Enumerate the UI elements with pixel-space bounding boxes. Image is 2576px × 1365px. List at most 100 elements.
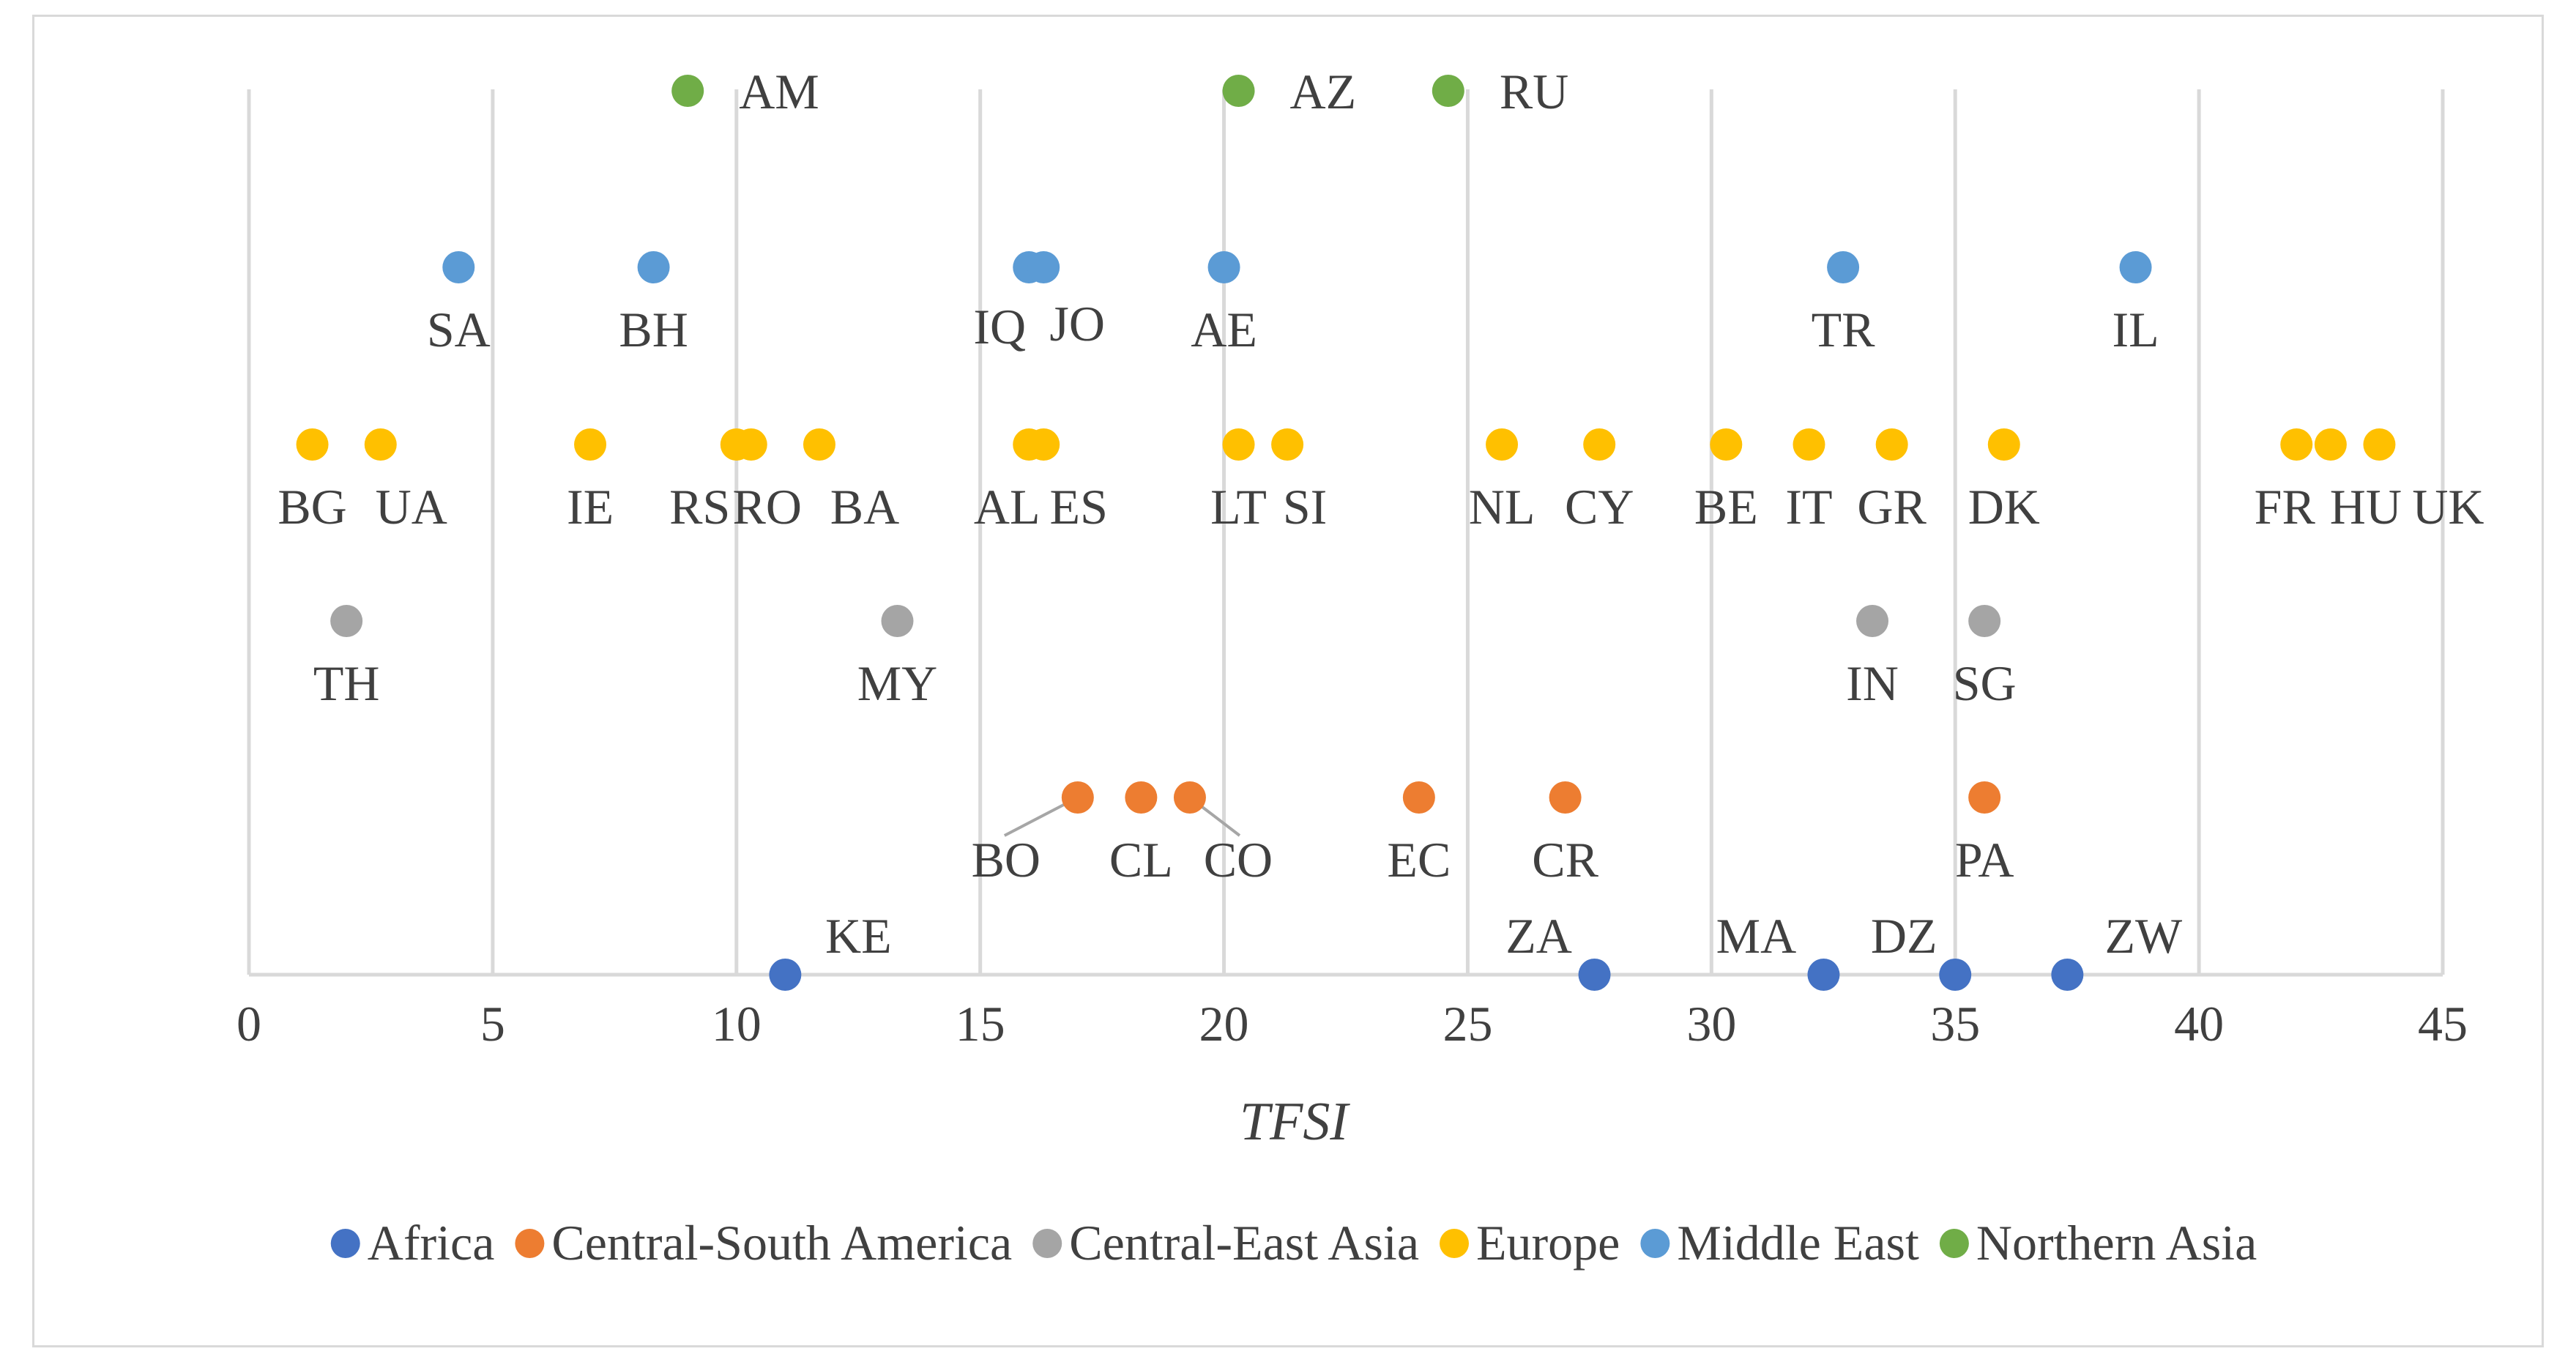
data-points	[296, 75, 2396, 991]
point-label-za: ZA	[1505, 908, 1572, 964]
legend-label: Africa	[368, 1215, 495, 1271]
legend-marker	[1640, 1229, 1670, 1258]
point-label-hu: HU	[2330, 479, 2402, 535]
point-ec	[1402, 781, 1435, 814]
point-labels: KE ZA MA DZ ZW BO CL CO EC CR PA TH MY IN SG BG UA IE RS RO…	[278, 64, 2484, 964]
point-pa	[1968, 781, 2001, 814]
point-label-jo: JO	[1049, 296, 1105, 352]
x-axis: 0 5 10 15 20 25 30 35 40 45	[237, 972, 2468, 1052]
point-ke	[769, 959, 802, 991]
point-label-lt: LT	[1210, 479, 1267, 535]
x-tick-label-10: 10	[712, 996, 762, 1052]
legend-marker	[515, 1229, 545, 1258]
legend-label: Europe	[1476, 1215, 1620, 1271]
point-dz	[1939, 959, 1972, 991]
chart-frame	[32, 15, 2544, 1347]
point-label-ua: UA	[376, 479, 447, 535]
point-az	[1222, 75, 1255, 107]
point-cl	[1125, 781, 1158, 814]
point-tr	[1827, 251, 1860, 283]
point-label-cy: CY	[1565, 479, 1634, 535]
point-label-am: AM	[739, 64, 819, 119]
point-label-zw: ZW	[2104, 908, 2183, 964]
point-dk	[1987, 428, 2020, 461]
point-in	[1856, 605, 1889, 637]
point-label-sa: SA	[427, 302, 491, 357]
point-label-si: SI	[1283, 479, 1327, 535]
x-tick-label-25: 25	[1443, 996, 1492, 1052]
legend-label: Central-East Asia	[1069, 1215, 1419, 1271]
point-label-dk: DK	[1968, 479, 2040, 535]
legend-label: Northern Asia	[1976, 1215, 2257, 1271]
point-ma	[1807, 959, 1840, 991]
point-label-uk: UK	[2412, 479, 2484, 535]
point-label-th: TH	[313, 655, 380, 711]
point-label-iq: IQ	[973, 299, 1026, 354]
point-ru	[1432, 75, 1464, 107]
legend: Africa Central-South America Central-East …	[330, 1215, 2257, 1271]
x-tick-label-40: 40	[2174, 996, 2224, 1052]
point-label-ro: RO	[733, 479, 802, 535]
point-label-sg: SG	[1953, 655, 2017, 711]
point-be	[1710, 428, 1743, 461]
point-label-ae: AE	[1191, 302, 1257, 357]
point-il	[2119, 251, 2152, 283]
point-label-be: BE	[1694, 479, 1758, 535]
legend-marker	[330, 1229, 360, 1258]
point-label-cr: CR	[1532, 832, 1598, 888]
point-am	[671, 75, 704, 107]
point-label-az: AZ	[1290, 64, 1357, 119]
point-fr	[2280, 428, 2313, 461]
point-uk	[2363, 428, 2396, 461]
point-label-ru: RU	[1500, 64, 1568, 119]
legend-label: Middle East	[1677, 1215, 1919, 1271]
point-ua	[364, 428, 397, 461]
point-label-in: IN	[1846, 655, 1899, 711]
point-label-my: MY	[857, 655, 938, 711]
point-label-pa: PA	[1955, 832, 2014, 888]
point-bg	[296, 428, 329, 461]
point-label-tr: TR	[1812, 302, 1876, 357]
x-tick-label-0: 0	[237, 996, 261, 1052]
point-label-bg: BG	[278, 479, 346, 535]
point-bh	[637, 251, 670, 283]
legend-item-northern-asia: Northern Asia	[1939, 1215, 2257, 1271]
point-label-rs: RS	[669, 479, 730, 535]
point-label-bo: BO	[972, 832, 1041, 888]
x-tick-label-35: 35	[1930, 996, 1980, 1052]
point-ie	[574, 428, 607, 461]
x-tick-label-45: 45	[2418, 996, 2468, 1052]
point-label-ke: KE	[825, 908, 892, 964]
legend-marker	[1032, 1229, 1062, 1258]
legend-item-middle-east: Middle East	[1640, 1215, 1919, 1271]
gridlines	[247, 89, 2445, 975]
legend-label: Central-South America	[551, 1215, 1012, 1271]
point-co	[1173, 781, 1206, 814]
point-zw	[2051, 959, 2084, 991]
point-hu	[2314, 428, 2347, 461]
point-label-es: ES	[1050, 479, 1108, 535]
point-si	[1271, 428, 1304, 461]
legend-marker	[1440, 1229, 1469, 1258]
x-tick-label-5: 5	[480, 996, 505, 1052]
point-label-nl: NL	[1469, 479, 1535, 535]
point-bo	[1061, 781, 1094, 814]
point-label-it: IT	[1785, 479, 1832, 535]
x-axis-title: TFSI	[1240, 1092, 1350, 1152]
point-it	[1793, 428, 1825, 461]
point-ba	[803, 428, 835, 461]
point-label-ba: BA	[830, 479, 899, 535]
legend-item-europe: Europe	[1440, 1215, 1620, 1271]
point-label-il: IL	[2112, 302, 2159, 357]
point-label-dz: DZ	[1871, 908, 1937, 964]
point-th	[330, 605, 363, 637]
point-za	[1578, 959, 1611, 991]
legend-item-africa: Africa	[330, 1215, 495, 1271]
point-label-gr: GR	[1857, 479, 1927, 535]
x-tick-label-15: 15	[956, 996, 1005, 1052]
point-label-co: CO	[1204, 832, 1273, 888]
point-cr	[1549, 781, 1582, 814]
point-lt	[1222, 428, 1255, 461]
point-label-ec: EC	[1387, 832, 1451, 888]
